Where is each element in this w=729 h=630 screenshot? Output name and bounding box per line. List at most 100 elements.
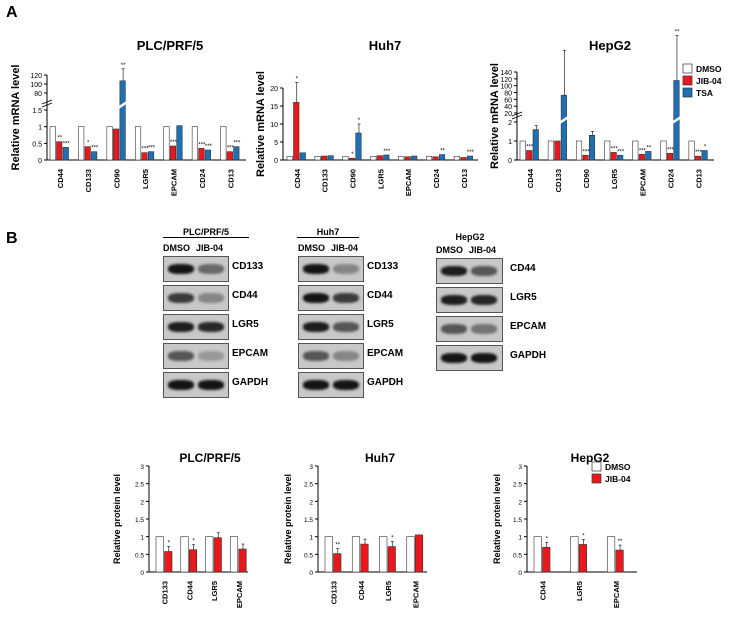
x-tick-label: CD44 <box>185 580 194 600</box>
y-axis-label: Relative mRNA level <box>10 65 22 171</box>
blot-band <box>441 295 467 305</box>
blot-band <box>333 351 359 361</box>
y-tick-label: 0.5 <box>135 552 144 559</box>
bar <box>645 151 652 161</box>
significance-star: *** <box>617 149 625 155</box>
x-tick-label: CD44 <box>526 168 535 188</box>
blot-band <box>198 322 224 332</box>
significance-star: *** <box>227 146 235 152</box>
blot-strip <box>298 314 364 340</box>
blot-protein-label: LGR5 <box>367 319 394 330</box>
x-tick-label: CD44 <box>357 580 366 600</box>
blot-lane-jib04: JIB-04 <box>469 245 497 255</box>
blot-protein-label: GAPDH <box>367 377 404 388</box>
significance-star: *** <box>467 150 475 156</box>
y-tick-label: 2.5 <box>304 482 313 489</box>
bar <box>56 141 63 161</box>
y-tick-label: 40 <box>504 104 512 111</box>
bar <box>163 126 170 161</box>
axis-break <box>511 111 523 117</box>
bar <box>176 125 183 161</box>
significance-star: * <box>296 76 299 82</box>
significance-star: *** <box>198 142 206 148</box>
significance-star: * <box>358 118 361 124</box>
significance-star: ** <box>121 63 126 69</box>
bar <box>453 156 460 161</box>
y-tick-label: 5 <box>274 140 278 147</box>
bar <box>398 156 405 161</box>
blot-strip <box>298 372 364 398</box>
y-tick-label: 0 <box>274 158 278 165</box>
y-tick-label: 1 <box>140 535 144 542</box>
blot-band <box>198 293 224 303</box>
blot-strip <box>298 343 364 369</box>
bar <box>432 156 439 161</box>
x-tick-label: CD13 <box>226 169 235 188</box>
blot-strip <box>436 258 503 284</box>
significance-star: * <box>192 539 195 545</box>
y-tick-label: 80 <box>34 91 42 98</box>
blot-band <box>441 266 467 276</box>
bar <box>560 94 567 161</box>
bar <box>575 140 583 161</box>
blot-band <box>471 266 497 276</box>
bar <box>360 543 369 573</box>
bar <box>533 536 542 573</box>
bar <box>532 129 539 161</box>
blot-band <box>333 380 359 390</box>
blot-band <box>168 351 194 361</box>
bar-break <box>118 101 127 109</box>
legend-swatch <box>591 473 602 484</box>
blot-band <box>303 293 329 303</box>
y-tick-label: 60 <box>504 97 512 104</box>
bar <box>333 553 342 573</box>
y-tick-label: 1 <box>518 535 522 542</box>
bar <box>570 536 579 573</box>
y-axis-label: Relative mRNA level <box>489 63 501 169</box>
significance-star: *** <box>583 149 591 155</box>
blot-protein-label: CD133 <box>367 261 399 272</box>
y-tick-label: 2 <box>309 499 313 506</box>
x-tick-label: CD44 <box>293 168 302 188</box>
chart-title: HepG2 <box>571 451 610 465</box>
significance-star: *** <box>205 144 213 150</box>
bar <box>414 534 424 573</box>
y-tick-label: 2.5 <box>513 482 522 489</box>
y-tick-label: 10 <box>270 122 278 129</box>
significance-star: * <box>351 152 354 158</box>
bar <box>660 140 667 161</box>
significance-star: * <box>704 145 707 151</box>
bar <box>370 156 377 161</box>
bar <box>411 155 418 161</box>
y-tick-label: 15 <box>270 104 278 111</box>
x-tick-label: CD133 <box>161 581 170 604</box>
blot-protein-label: LGR5 <box>232 319 259 330</box>
blot-protein-label: CD44 <box>232 290 258 301</box>
x-tick-label: CD133 <box>321 169 330 192</box>
significance-star: * <box>87 141 90 147</box>
significance-star: * <box>168 541 171 547</box>
bar <box>404 156 411 161</box>
blot-band <box>441 353 467 363</box>
bar <box>383 154 390 161</box>
y-axis-label: Relative mRNA level <box>255 71 267 177</box>
legend-swatch <box>682 87 693 98</box>
legend-label: DMSO <box>605 462 631 472</box>
bar <box>299 152 306 161</box>
blot-strip <box>163 314 229 340</box>
significance-star: *** <box>695 150 703 156</box>
y-tick-label: 120 <box>30 73 42 80</box>
blot-strip <box>298 285 364 311</box>
bar <box>542 546 551 573</box>
y-axis-label: Relative protein level <box>283 474 293 564</box>
bar <box>604 140 611 161</box>
x-tick-label: CD13 <box>695 169 704 188</box>
y-tick-label: 2 <box>518 499 522 506</box>
blot-band <box>198 264 224 274</box>
bar <box>188 549 198 573</box>
blot-lane-jib04: JIB-04 <box>331 243 359 253</box>
panel-label-a: A <box>6 4 18 21</box>
y-axis-label: Relative protein level <box>492 474 502 564</box>
x-tick-label: CD44 <box>56 168 65 188</box>
